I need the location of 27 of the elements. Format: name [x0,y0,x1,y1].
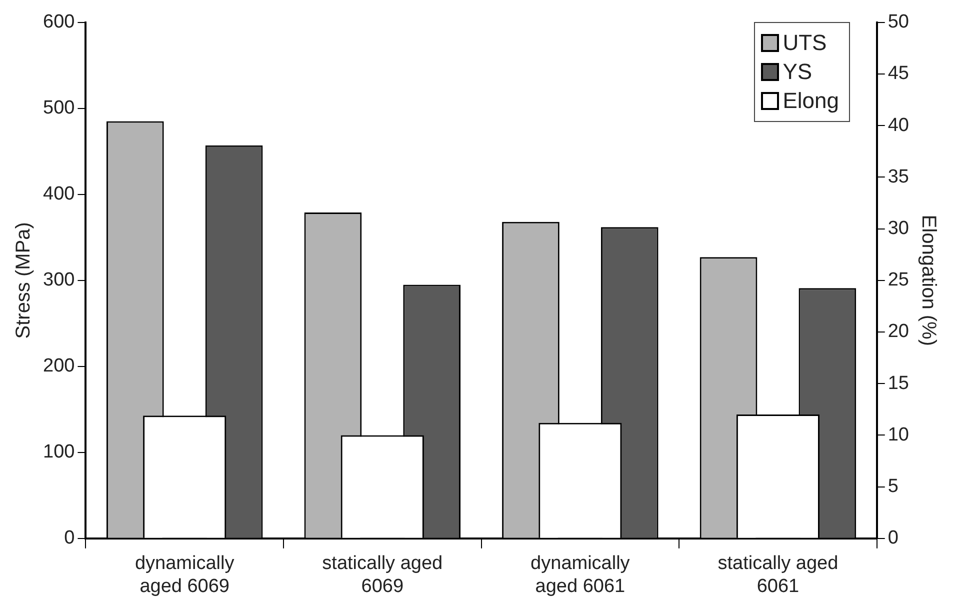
y2-tick-label: 50 [888,12,910,33]
y-tick-label: 500 [43,98,75,119]
x-tick-label: statically aged 6061 [718,553,838,597]
y2-tick-label: 45 [888,63,910,84]
y-tick-label: 300 [43,270,75,291]
y2-tick-label: 25 [888,270,910,291]
y2-tick-label: 0 [888,528,898,549]
y2-tick-label: 10 [888,424,910,446]
y-tick-label: 100 [43,442,75,463]
y-tick-label: 600 [43,12,75,33]
legend-label: YS [782,59,812,85]
y-tick-label: 400 [43,184,75,205]
legend-label: UTS [782,30,827,56]
y2-tick-label: 40 [888,114,910,136]
y2-tick-label: 15 [888,372,910,394]
y2-axis-title: Elongation (%) [917,214,940,346]
legend-label: Elong [782,88,839,114]
x-tick-label: statically aged 6069 [322,553,443,597]
y-axis-title: Stress (MPa) [12,222,35,339]
x-tick-label: dynamically aged 6069 [134,553,235,597]
y2-tick-label: 20 [888,321,910,342]
y2-tick-label: 5 [888,476,898,498]
y2-tick-label: 35 [888,166,910,188]
y2-tick-label: 30 [888,218,910,240]
x-tick-label: dynamically aged 6061 [530,553,630,597]
y-tick-label: 200 [43,356,75,377]
y-tick-label: 0 [64,528,75,549]
